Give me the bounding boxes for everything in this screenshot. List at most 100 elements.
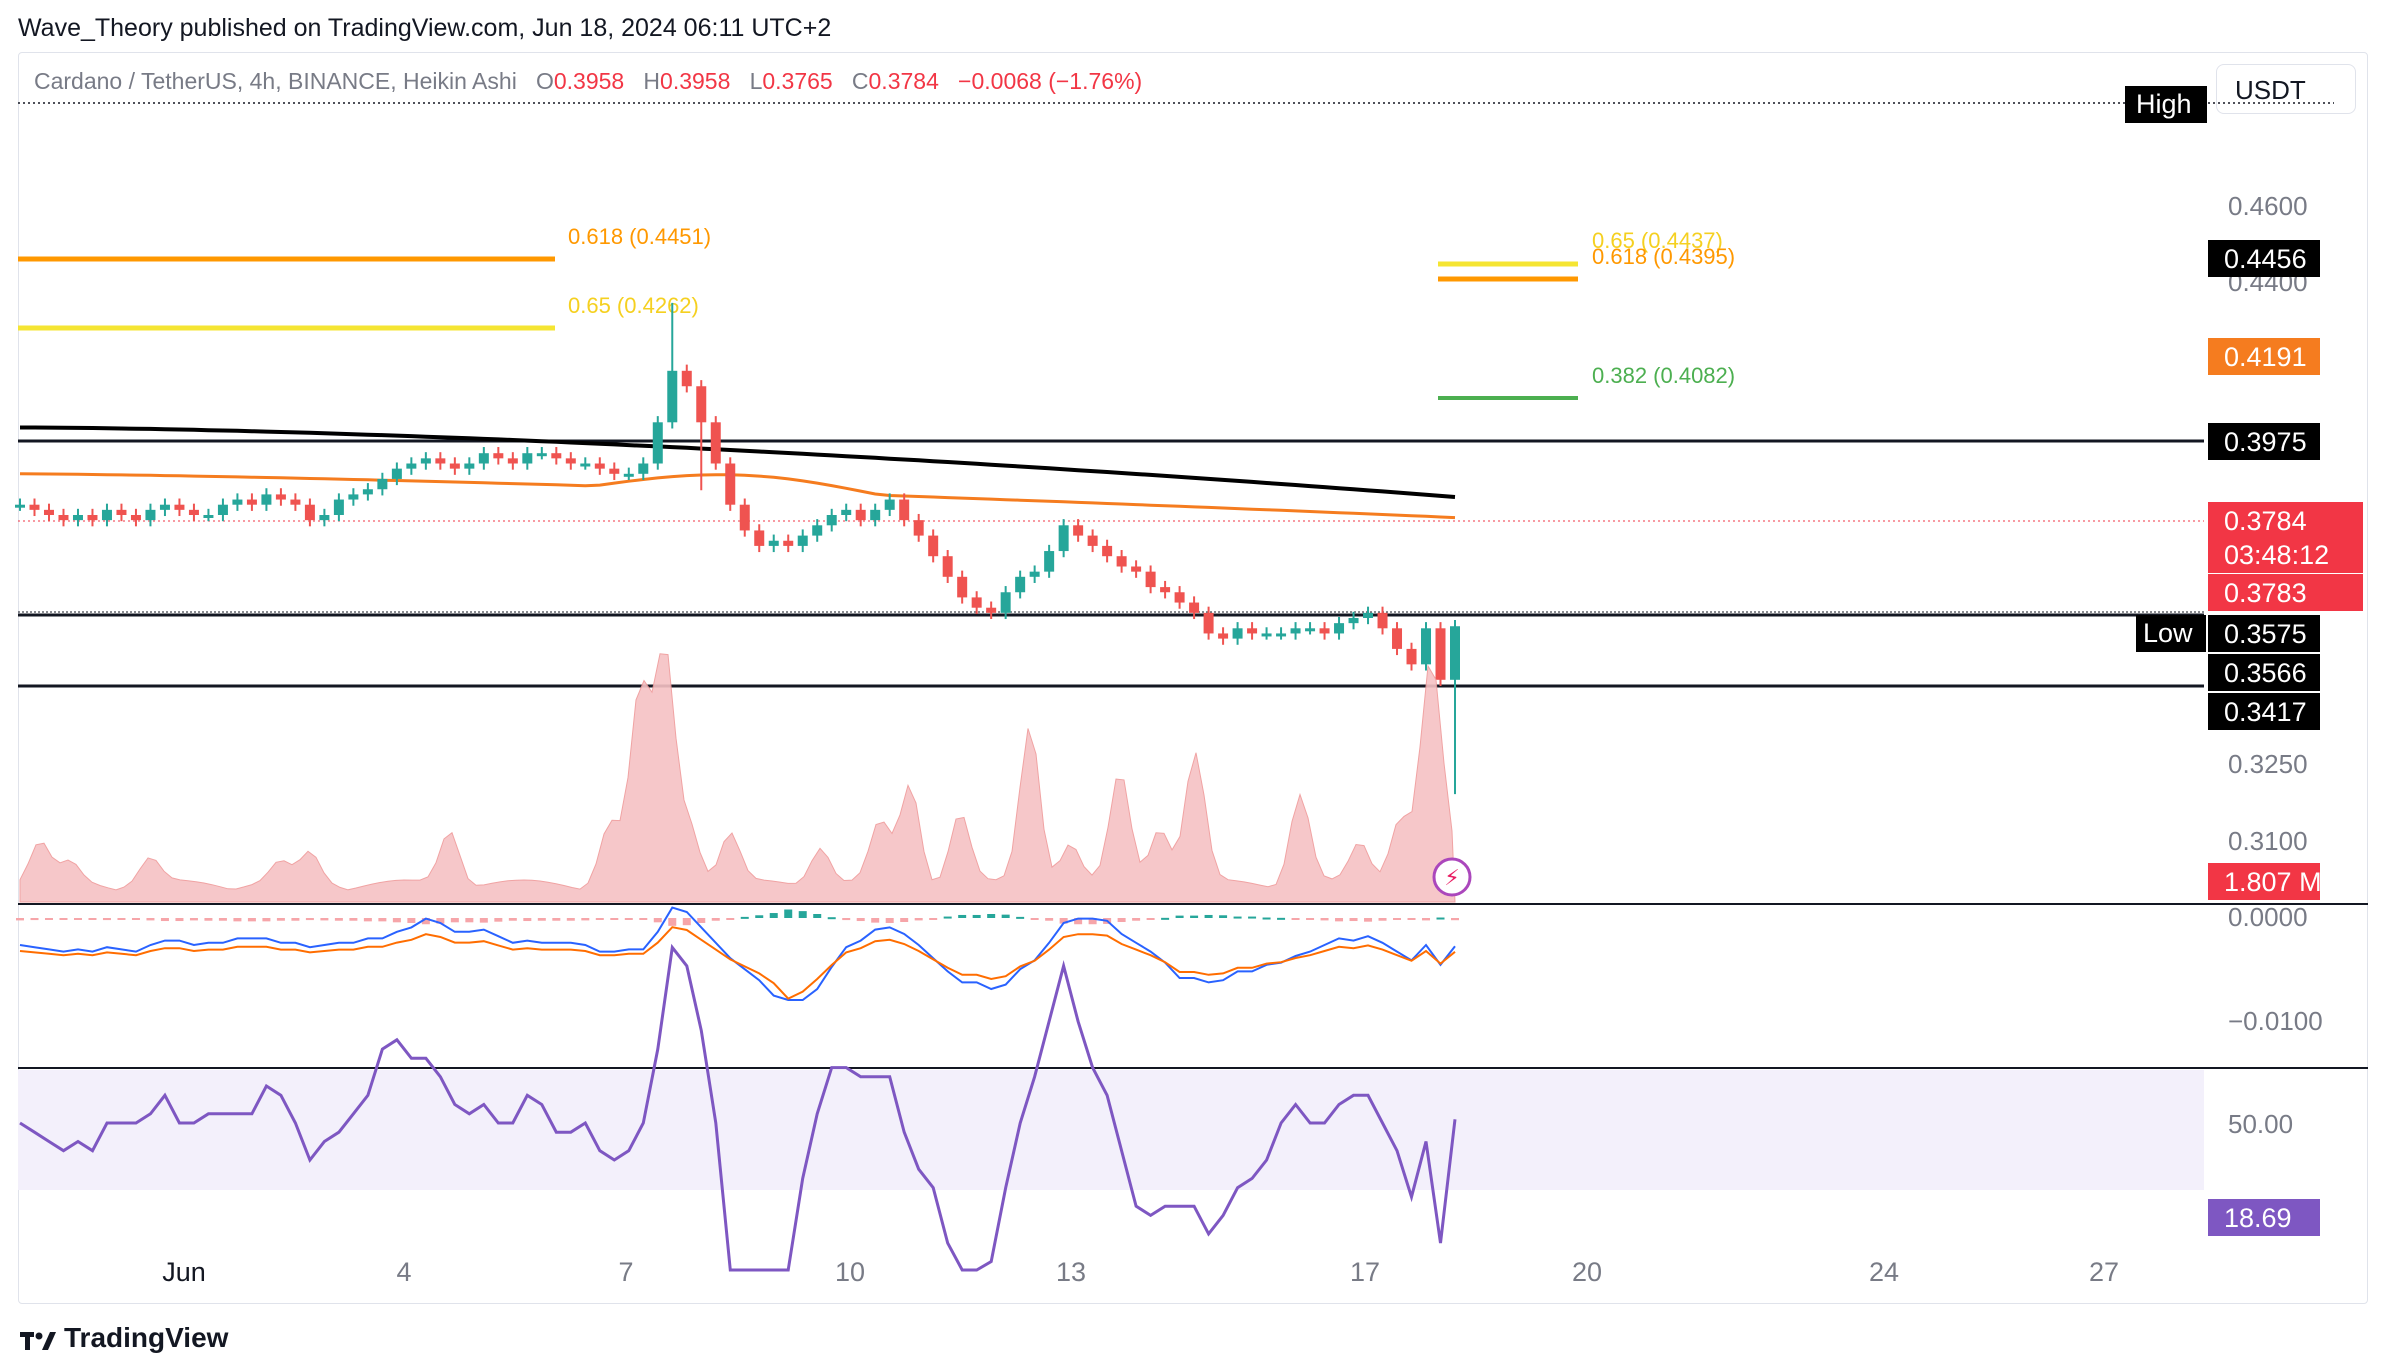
price-label-box — [2208, 240, 2320, 277]
candle-body — [594, 463, 605, 469]
rsi-line — [19, 943, 1457, 1272]
macd-histogram-bar — [59, 918, 68, 920]
macd-histogram-bar — [494, 918, 503, 922]
currency-button[interactable]: USDT — [2216, 64, 2356, 114]
macd-histogram-bar — [378, 918, 387, 922]
macd-histogram-bar — [711, 918, 720, 921]
macd-histogram-bar — [247, 918, 256, 922]
macd-histogram-bar — [1233, 916, 1242, 919]
candle-body — [768, 540, 779, 546]
macd-histogram-bar — [1175, 915, 1184, 918]
fib-right-0.382-label: 0.382 (0.4082) — [1592, 363, 1735, 388]
candle-body — [58, 515, 69, 521]
x-axis-tick: 20 — [1572, 1257, 1602, 1287]
macd-histogram-bar — [1088, 918, 1097, 925]
candle-body — [464, 463, 475, 469]
price-label-box — [2208, 536, 2363, 573]
macd-histogram-bar — [16, 918, 24, 921]
price-label-text: 0.3783 — [2224, 578, 2307, 608]
tradingview-mark-icon — [20, 1327, 56, 1350]
candle-body — [652, 422, 663, 464]
macd-histogram-bar — [769, 913, 778, 918]
macd-histogram-bar — [595, 918, 604, 920]
rsi-band — [18, 1070, 2204, 1190]
macd-histogram-bar — [160, 918, 169, 922]
candle-body — [536, 453, 547, 457]
macd-histogram-bar — [1146, 918, 1155, 920]
macd-histogram-bar — [291, 918, 300, 921]
candle-body — [623, 473, 634, 477]
macd-histogram-bar — [363, 918, 372, 922]
macd-histogram-bar — [987, 914, 996, 918]
macd-histogram-bar — [552, 918, 561, 921]
macd-histogram-bar — [624, 918, 633, 920]
macd-histogram-bar — [610, 918, 619, 920]
x-axis-tick: Jun — [162, 1257, 206, 1287]
price-label-text: 0.3975 — [2224, 427, 2307, 457]
candle-body — [841, 509, 852, 515]
candle-body — [391, 468, 402, 479]
macd-histogram-bar — [102, 918, 111, 921]
price-label-box — [2208, 693, 2320, 730]
volume-area — [19, 653, 1456, 903]
price-label-box — [2208, 654, 2320, 691]
price-label-text: 0.3784 — [2224, 506, 2307, 536]
candle-body — [1015, 576, 1026, 593]
macd-histogram-bar — [1320, 918, 1329, 921]
candle-body — [435, 458, 446, 464]
price-label-box — [2208, 338, 2320, 375]
candle-body — [1218, 633, 1229, 639]
macd-histogram-bar — [1204, 914, 1213, 918]
x-axis-tick: 24 — [1869, 1257, 1899, 1287]
low-value: 0.3765 — [762, 68, 833, 94]
candle-body — [72, 515, 83, 521]
macd-histogram-bar — [1277, 917, 1286, 920]
macd-histogram-bar — [1378, 918, 1387, 921]
macd-histogram-bar — [421, 918, 430, 925]
candle-body — [406, 463, 417, 469]
macd-histogram-bar — [1161, 917, 1170, 920]
candle-body — [188, 509, 199, 515]
candle-body — [1232, 628, 1243, 639]
candle-body — [826, 515, 837, 526]
candle-body — [1145, 571, 1156, 588]
high-value: 0.3958 — [660, 68, 731, 94]
candle-body — [130, 515, 141, 521]
low-tag-text: Low — [2143, 618, 2193, 648]
candle-body — [1261, 633, 1272, 637]
candle-body — [159, 504, 170, 510]
chart-frame — [18, 52, 2368, 1304]
x-axis-tick: 7 — [618, 1257, 633, 1287]
candle-body — [884, 499, 895, 510]
macd-histogram-bar — [131, 918, 140, 920]
close-label: C — [851, 68, 869, 94]
candle-body — [609, 468, 620, 474]
candle-body — [1435, 628, 1446, 680]
candle-body — [1319, 628, 1330, 634]
price-label-text: 0.4191 — [2224, 342, 2307, 372]
ema-orange-line — [19, 472, 1456, 520]
macd-histogram-bar — [1451, 918, 1459, 921]
candle-body — [101, 509, 112, 521]
candle-body — [1102, 545, 1113, 557]
candle-body — [145, 509, 156, 521]
open-label: O — [535, 68, 554, 94]
macd-histogram-bar — [523, 918, 532, 922]
candle-body — [1189, 602, 1200, 613]
candle-body — [87, 515, 98, 521]
candle-body — [739, 504, 750, 531]
price-label-text: 0.3575 — [2224, 619, 2307, 649]
macd-histogram-bar — [1262, 917, 1271, 920]
macd-histogram-bar — [1045, 918, 1054, 921]
candle-body — [420, 458, 431, 464]
candle-body — [319, 515, 330, 521]
candle-body — [116, 509, 127, 515]
candle-body — [870, 509, 881, 521]
axis-tick-label: 50.00 — [2228, 1109, 2293, 1139]
macd-histogram-bar — [1016, 916, 1025, 919]
tradingview-logo[interactable]: TradingView — [20, 1322, 228, 1354]
candle-body — [913, 520, 924, 536]
macd-histogram-bar — [581, 918, 590, 921]
candle-body — [232, 499, 243, 505]
candle-body — [580, 463, 591, 467]
